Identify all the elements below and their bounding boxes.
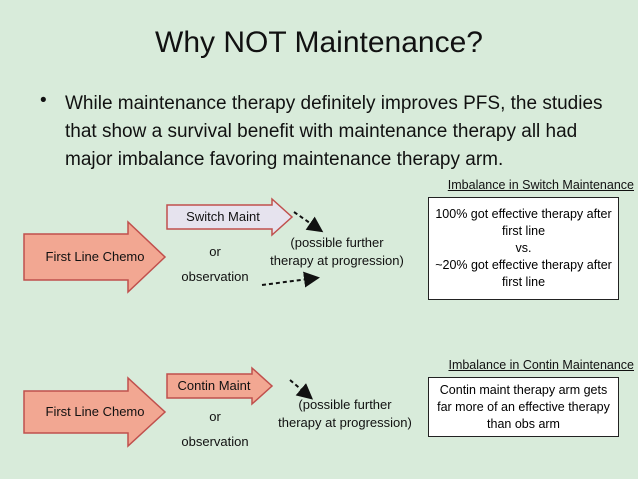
observation-label: observation (181, 434, 249, 449)
note-line: therapy at progression) (270, 253, 404, 268)
imbalance-box: 100% got effective therapy after first l… (428, 197, 619, 300)
dashed-arrow (293, 211, 324, 233)
switch-maint-arrow (166, 197, 294, 237)
maint-label: Contin Maint (177, 378, 251, 393)
imbalance-heading: Imbalance in Switch Maintenance (447, 178, 634, 192)
bullet-text: While maintenance therapy definitely imp… (65, 93, 603, 170)
or-label: or (209, 244, 221, 259)
bullet-mark: • (40, 90, 47, 111)
box-line: ~20% got effective therapy after first l… (435, 258, 612, 289)
first-line-label: First Line Chemo (45, 404, 145, 419)
or-label: or (209, 409, 221, 424)
dashed-arrow (261, 271, 320, 288)
imbalance-heading: Imbalance in Contin Maintenance (448, 358, 634, 372)
observation-label: observation (181, 269, 249, 284)
note-line: (possible further (298, 397, 392, 412)
contin-maint-arrow (166, 366, 274, 406)
imbalance-box: Contin maint therapy arm gets far more o… (428, 377, 619, 437)
dashed-arrow (289, 379, 314, 400)
box-line: vs. (515, 241, 532, 255)
box-line: Contin maint therapy arm gets far more o… (437, 382, 610, 431)
note-line: therapy at progression) (278, 415, 412, 430)
maint-label: Switch Maint (186, 209, 260, 224)
first-line-label: First Line Chemo (45, 249, 145, 264)
first-line-arrow (23, 220, 167, 294)
first-line-arrow (23, 376, 167, 448)
box-line: 100% got effective therapy after first l… (435, 207, 612, 238)
title: Why NOT Maintenance? (155, 26, 483, 59)
note-line: (possible further (290, 235, 384, 250)
